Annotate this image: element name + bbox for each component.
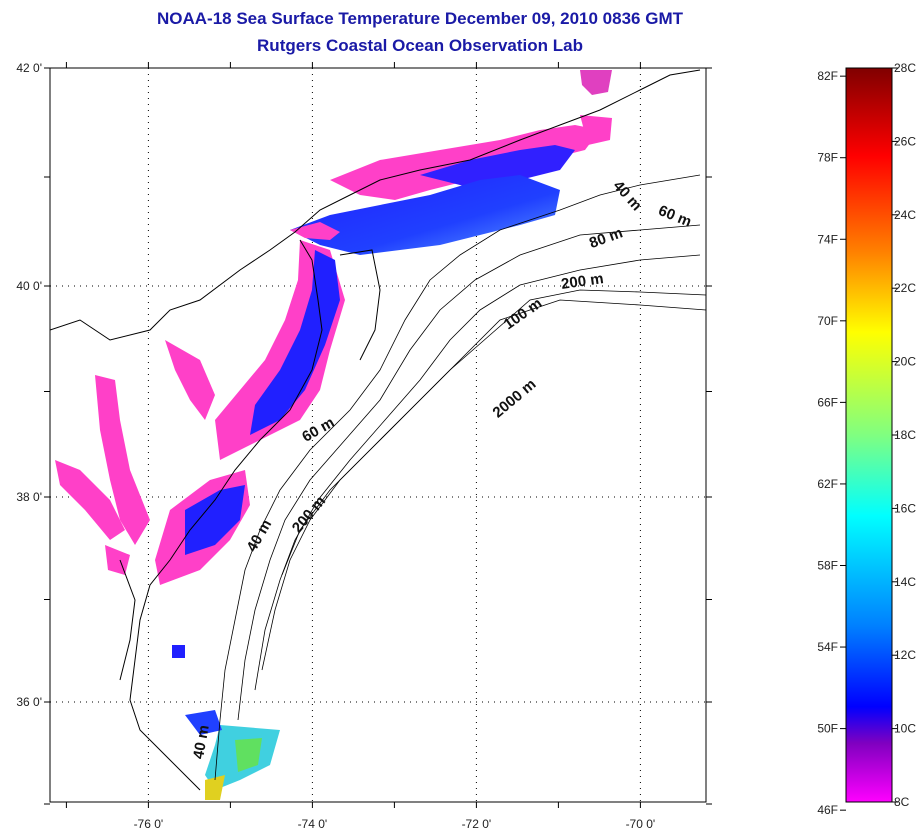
x-tick-label: -76 0' <box>134 817 164 831</box>
map-title: NOAA-18 Sea Surface Temperature December… <box>157 9 683 28</box>
colorbar-f-label: 82F <box>817 69 838 83</box>
colorbar-c-label: 28C <box>894 61 916 75</box>
colorbar-f-label: 50F <box>817 722 838 736</box>
axes: -76 0' -74 0' -72 0' -70 0' 42 0' 40 0' 38 0' 3… <box>16 61 712 831</box>
colorbar-c-label: 10C <box>894 722 916 736</box>
y-tick-label: 40 0' <box>16 279 42 293</box>
isobaths <box>214 174 706 781</box>
colorbar-c-label: 12C <box>894 648 916 662</box>
coastline <box>50 69 701 791</box>
sst-swaths <box>55 70 612 800</box>
colorbar-c-label: 14C <box>894 575 916 589</box>
contour-label: 200 m <box>560 270 604 293</box>
contour-label: 40 m <box>190 724 213 761</box>
colorbar-c-label: 20C <box>894 355 916 369</box>
y-tick-label: 38 0' <box>16 490 42 504</box>
colorbar-f-label: 78F <box>817 151 838 165</box>
graticule <box>50 68 706 802</box>
colorbar: 82F 78F 74F 70F 66F 62F 58F 54F 50F 46F 28C 26C 24C 2… <box>817 61 916 817</box>
colorbar-f-label: 62F <box>817 477 838 491</box>
x-tick-label: -74 0' <box>298 817 328 831</box>
colorbar-f-label: 70F <box>817 314 838 328</box>
colorbar-c-label: 24C <box>894 208 916 222</box>
colorbar-c-label: 26C <box>894 134 916 148</box>
colorbar-f-label: 58F <box>817 558 838 572</box>
map-subtitle: Rutgers Coastal Ocean Observation Lab <box>257 36 583 55</box>
colorbar-c-label: 18C <box>894 428 916 442</box>
colorbar-ramp <box>845 67 893 803</box>
y-tick-label: 36 0' <box>16 695 42 709</box>
colorbar-f-label: 74F <box>817 232 838 246</box>
colorbar-f-label: 54F <box>817 640 838 654</box>
x-tick-label: -72 0' <box>462 817 492 831</box>
colorbar-c-label: 16C <box>894 501 916 515</box>
y-tick-label: 42 0' <box>16 61 42 75</box>
colorbar-c-label: 8C <box>894 795 910 809</box>
colorbar-f-label: 46F <box>817 803 838 817</box>
colorbar-c-label: 22C <box>894 281 916 295</box>
x-tick-label: -70 0' <box>626 817 656 831</box>
colorbar-f-label: 66F <box>817 395 838 409</box>
